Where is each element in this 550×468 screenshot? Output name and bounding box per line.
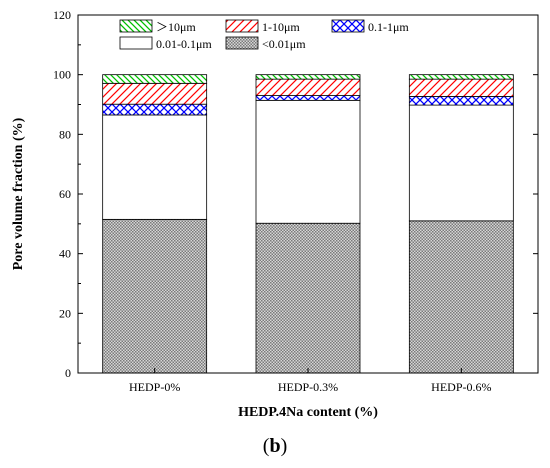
- figure-label: (b): [263, 435, 287, 457]
- bar-segment-hedp-0-3-1-10-m: [255, 78, 361, 96]
- x-tick-label-hedp-0: HEDP-0%: [129, 380, 180, 394]
- legend-label-0-01-m: <0.01μm: [262, 37, 306, 51]
- legend-swatch-10-m: [119, 19, 153, 33]
- y-tick-label: 120: [53, 8, 71, 22]
- bar-segment-hedp-0-6-1-10-m: [408, 78, 514, 97]
- x-tick-label-hedp-0-3: HEDP-0.3%: [278, 380, 338, 394]
- y-tick-label: 80: [59, 127, 71, 141]
- x-axis-title: HEDP.4Na content (%): [238, 405, 378, 420]
- legend-label-0-1-1-m: 0.1-1μm: [368, 20, 409, 34]
- x-tick-label-hedp-0-6: HEDP-0.6%: [431, 380, 491, 394]
- bar-segment-hedp-0-6-0-1-1-m: [408, 96, 514, 106]
- bar-segment-hedp-0-1-10-m: [102, 82, 208, 105]
- legend-swatch-0-1-1-m: [331, 19, 365, 33]
- y-tick-label: 60: [59, 187, 71, 201]
- legend-swatch-1-10-m: [225, 19, 259, 33]
- bar-segment-hedp-0-6-10-m: [408, 74, 514, 80]
- y-tick-label: 0: [65, 366, 71, 380]
- bars-layer: [102, 74, 514, 374]
- bar-segment-hedp-0-3-0-01-0-1-m: [255, 99, 361, 224]
- y-tick-label: 40: [59, 247, 71, 261]
- y-axis-title: Pore volume fraction (%): [11, 117, 26, 270]
- legend-label-0-01-0-1-m: 0.01-0.1μm: [156, 37, 212, 51]
- bar-segment-hedp-0-0-01-0-1-m: [102, 114, 208, 220]
- legend-swatch-0-01-0-1-m: [119, 36, 153, 50]
- y-tick-label: 100: [53, 68, 71, 82]
- legend-label-10-m: ＞10μm: [156, 20, 196, 34]
- bar-segment-hedp-0-3-0-1-1-m: [255, 95, 361, 101]
- bar-segment-hedp-0-10-m: [102, 74, 208, 84]
- bar-segment-hedp-0-6-0-01-m: [408, 220, 514, 374]
- bar-segment-hedp-0-0-1-1-m: [102, 103, 208, 116]
- y-axis: 0 20 40 60 80 100 120: [53, 8, 538, 380]
- bar-segment-hedp-0-0-01-m: [102, 218, 208, 374]
- bar-segment-hedp-0-3-10-m: [255, 74, 361, 80]
- bar-segment-hedp-0-6-0-01-0-1-m: [408, 104, 514, 222]
- legend: ＞10μm 1-10μm 0.1-1μm 0.01-0.1μm <0.01μm: [119, 19, 409, 51]
- y-tick-label: 20: [59, 306, 71, 320]
- legend-swatch-0-01-m: [225, 36, 259, 50]
- legend-label-1-10-m: 1-10μm: [262, 20, 300, 34]
- x-axis: HEDP-0% HEDP-0.3% HEDP-0.6%: [129, 368, 492, 394]
- bar-segment-hedp-0-3-0-01-m: [255, 222, 361, 374]
